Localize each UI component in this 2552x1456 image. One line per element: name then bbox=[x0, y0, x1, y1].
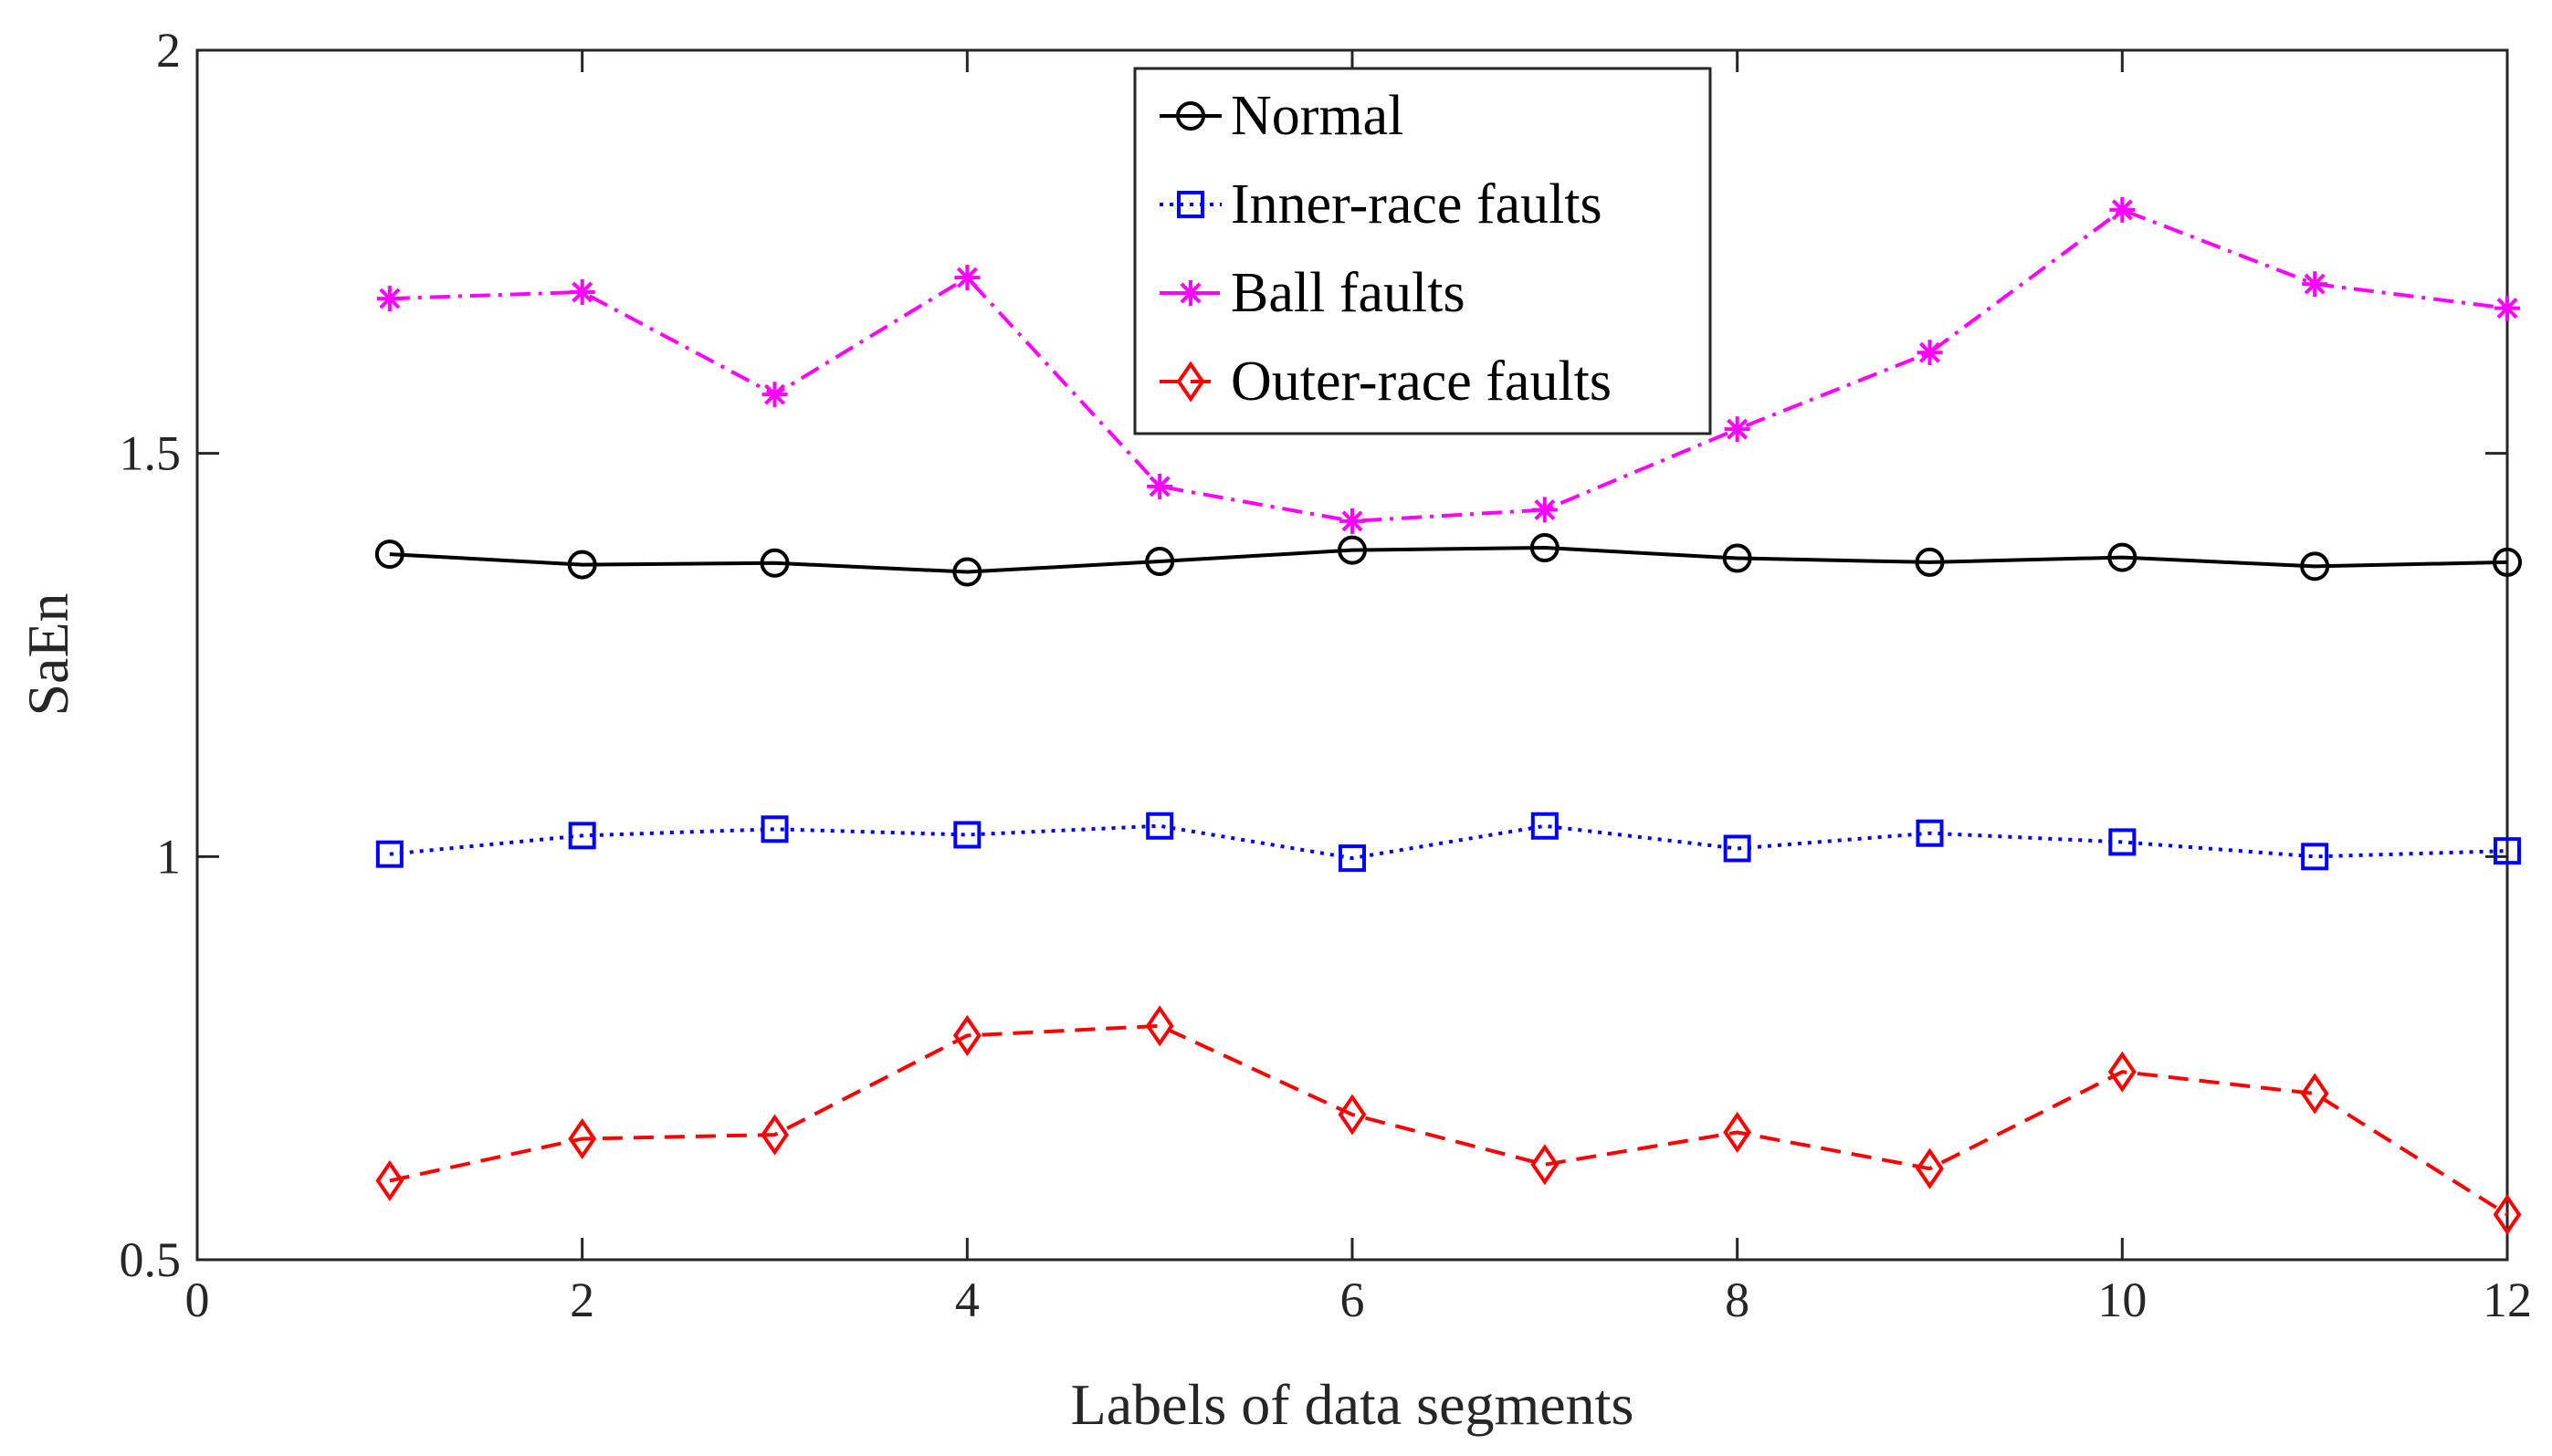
data-point-inner-race-faults bbox=[1146, 812, 1174, 840]
legend-box bbox=[1133, 67, 1712, 435]
asterisk-stroke bbox=[2111, 199, 2133, 221]
data-point-ball-faults bbox=[1724, 416, 1750, 443]
x-axis-label: Labels of data segments bbox=[1071, 1372, 1634, 1437]
data-point-inner-race-faults bbox=[953, 821, 982, 849]
data-point-ball-faults bbox=[2109, 196, 2136, 223]
data-point-ball-faults bbox=[1917, 340, 1943, 366]
x-tick-label: 0 bbox=[185, 1273, 210, 1327]
data-point-inner-race-faults bbox=[2108, 828, 2137, 856]
legend-item-normal: Normal bbox=[1160, 85, 1403, 147]
series-line-normal bbox=[389, 546, 2508, 574]
data-point-inner-race-faults bbox=[2301, 843, 2329, 871]
data-point-normal bbox=[567, 550, 597, 580]
data-point-outer-race-faults bbox=[761, 1114, 789, 1156]
asterisk-stroke bbox=[572, 281, 593, 303]
asterisk-stroke bbox=[2304, 273, 2326, 295]
data-point-outer-race-faults bbox=[2300, 1073, 2329, 1115]
data-point-normal bbox=[2300, 551, 2330, 581]
series-ball-faults bbox=[376, 196, 2520, 534]
data-point-ball-faults bbox=[2494, 295, 2520, 321]
data-point-outer-race-faults bbox=[1530, 1144, 1560, 1186]
data-point-ball-faults bbox=[569, 279, 595, 305]
data-point-normal bbox=[1338, 535, 1367, 565]
y-axis-label: SaEn bbox=[16, 592, 80, 716]
data-point-inner-race-faults bbox=[761, 815, 789, 843]
asterisk-stroke bbox=[2496, 298, 2518, 319]
data-point-inner-race-faults bbox=[2494, 837, 2521, 865]
y-tick-label: 2 bbox=[156, 23, 181, 78]
data-point-normal bbox=[760, 548, 790, 578]
x-tick-label: 12 bbox=[2483, 1273, 2532, 1327]
data-point-outer-race-faults bbox=[2107, 1051, 2137, 1093]
data-point-normal bbox=[1529, 533, 1560, 563]
y-tick-label: 1 bbox=[156, 829, 181, 884]
legend-label: Ball faults bbox=[1231, 262, 1465, 324]
asterisk-stroke bbox=[764, 383, 785, 405]
ticks-layer: 0 2 4 6 8 10 12 0.5 1 1.5 2 bbox=[120, 23, 2533, 1327]
data-point-inner-race-faults bbox=[568, 822, 596, 850]
x-tick-label: 10 bbox=[2097, 1273, 2147, 1327]
data-point-inner-race-faults bbox=[375, 840, 404, 868]
data-point-ball-faults bbox=[2302, 271, 2328, 298]
x-tick-label: 8 bbox=[1725, 1273, 1749, 1327]
data-point-outer-race-faults bbox=[1723, 1111, 1752, 1153]
asterisk-stroke bbox=[1919, 341, 1940, 363]
legend-swatch-marker bbox=[1176, 361, 1205, 403]
legend-label: Normal bbox=[1231, 85, 1403, 147]
y-tick-label: 0.5 bbox=[120, 1232, 182, 1287]
legend-label: Inner-race faults bbox=[1231, 173, 1602, 236]
data-point-outer-race-faults bbox=[1916, 1147, 1944, 1189]
data-point-normal bbox=[952, 557, 982, 587]
legend-item-inner-race-faults: Inner-race faults bbox=[1160, 173, 1602, 236]
data-point-outer-race-faults bbox=[1145, 1005, 1174, 1047]
series-inner-race-faults bbox=[375, 812, 2521, 873]
legend-swatch-marker bbox=[1176, 101, 1205, 131]
asterisk-stroke bbox=[1341, 510, 1363, 532]
legend-swatch-marker bbox=[1178, 280, 1203, 306]
data-point-inner-race-faults bbox=[1530, 812, 1559, 840]
asterisk-stroke bbox=[379, 288, 401, 309]
data-point-outer-race-faults bbox=[568, 1117, 597, 1160]
y-tick-label: 1.5 bbox=[120, 426, 182, 481]
asterisk-stroke bbox=[1534, 499, 1556, 520]
data-point-outer-race-faults bbox=[1338, 1094, 1367, 1136]
data-point-inner-race-faults bbox=[1916, 819, 1944, 847]
data-point-normal bbox=[1145, 547, 1175, 577]
data-point-ball-faults bbox=[1339, 508, 1365, 534]
asterisk-stroke bbox=[956, 267, 978, 288]
data-point-ball-faults bbox=[954, 265, 981, 291]
legend: Normal Inner-race faults Ball faults Outer-… bbox=[1133, 67, 1712, 435]
data-point-outer-race-faults bbox=[952, 1014, 982, 1056]
legend-item-ball-faults: Ball faults bbox=[1160, 262, 1465, 324]
data-point-inner-race-faults bbox=[1723, 834, 1751, 863]
legend-item-outer-race-faults: Outer-race faults bbox=[1160, 351, 1612, 413]
x-tick-label: 2 bbox=[570, 1273, 594, 1327]
asterisk-stroke bbox=[1180, 282, 1202, 304]
data-point-ball-faults bbox=[376, 286, 403, 312]
data-point-outer-race-faults bbox=[2493, 1193, 2522, 1236]
series-line-ball-faults bbox=[389, 207, 2508, 523]
series-outer-race-faults bbox=[375, 1005, 2522, 1236]
data-point-normal bbox=[2107, 542, 2137, 572]
data-point-ball-faults bbox=[1531, 497, 1558, 523]
series-line-outer-race-faults bbox=[389, 1023, 2509, 1217]
data-point-inner-race-faults bbox=[1339, 844, 1366, 873]
asterisk-stroke bbox=[1727, 418, 1749, 440]
x-tick-label: 6 bbox=[1340, 1273, 1365, 1327]
asterisk-stroke bbox=[1149, 476, 1171, 498]
data-point-ball-faults bbox=[1147, 473, 1173, 499]
data-point-outer-race-faults bbox=[375, 1159, 404, 1201]
data-point-normal bbox=[1722, 543, 1752, 573]
series-line-inner-race-faults bbox=[389, 823, 2508, 861]
data-point-normal bbox=[1915, 547, 1945, 577]
data-point-normal bbox=[2493, 547, 2522, 577]
data-point-ball-faults bbox=[761, 382, 788, 408]
series-normal bbox=[374, 533, 2522, 587]
data-point-normal bbox=[374, 539, 404, 570]
x-tick-label: 4 bbox=[955, 1273, 980, 1327]
legend-label: Outer-race faults bbox=[1231, 351, 1612, 413]
legend-swatch-marker bbox=[1177, 191, 1204, 218]
series-layer bbox=[374, 196, 2522, 1236]
